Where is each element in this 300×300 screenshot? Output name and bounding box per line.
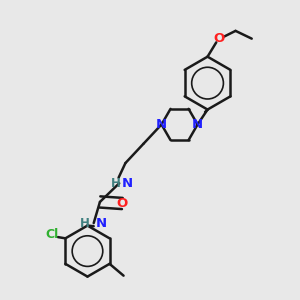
Text: N: N: [122, 177, 133, 190]
Text: N: N: [156, 118, 167, 131]
Text: N: N: [192, 118, 203, 131]
Text: O: O: [214, 32, 225, 45]
Text: H: H: [80, 217, 90, 230]
Text: O: O: [117, 197, 128, 210]
Text: H: H: [110, 177, 120, 190]
Text: N: N: [96, 217, 107, 230]
Text: Cl: Cl: [46, 228, 59, 241]
